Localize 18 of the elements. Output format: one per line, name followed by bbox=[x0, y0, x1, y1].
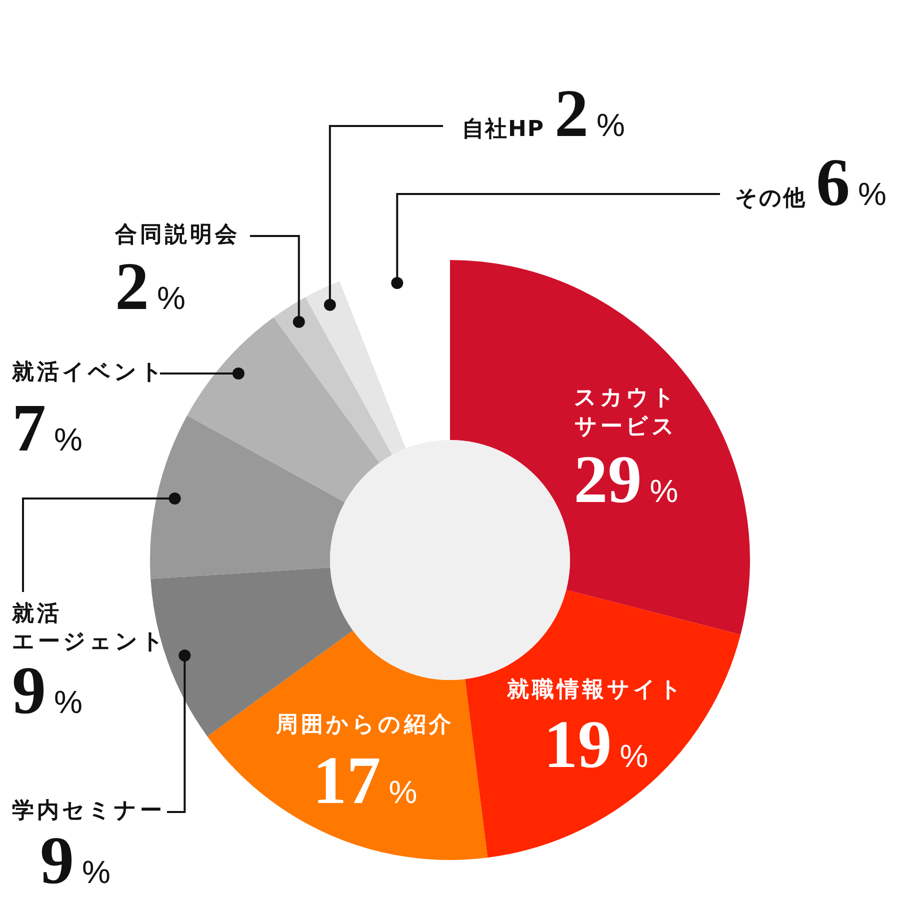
data-label: 2% bbox=[554, 75, 625, 151]
slice-label: 周囲からの紹介 bbox=[275, 712, 454, 738]
data-label: 9% bbox=[40, 822, 110, 898]
slice-label: 就活エージェント bbox=[11, 602, 167, 655]
slice-label: 学内セミナー bbox=[12, 798, 165, 824]
slice-label: 合同説明会 bbox=[114, 222, 240, 248]
data-label: 7% bbox=[12, 390, 82, 466]
slice-label: 自社HP bbox=[462, 117, 545, 142]
data-label: 29% bbox=[574, 441, 678, 517]
data-label: 6% bbox=[816, 144, 886, 220]
slice-label: 就活イベント bbox=[11, 360, 166, 386]
slice-label: 就職情報サイト bbox=[506, 678, 685, 703]
data-label: 19% bbox=[544, 706, 648, 782]
data-label: 17% bbox=[312, 742, 418, 818]
data-label: 9% bbox=[12, 652, 82, 728]
slice-label: スカウトサービス bbox=[574, 386, 678, 440]
data-label: 2% bbox=[115, 248, 186, 324]
slice-label: その他 bbox=[735, 186, 806, 211]
